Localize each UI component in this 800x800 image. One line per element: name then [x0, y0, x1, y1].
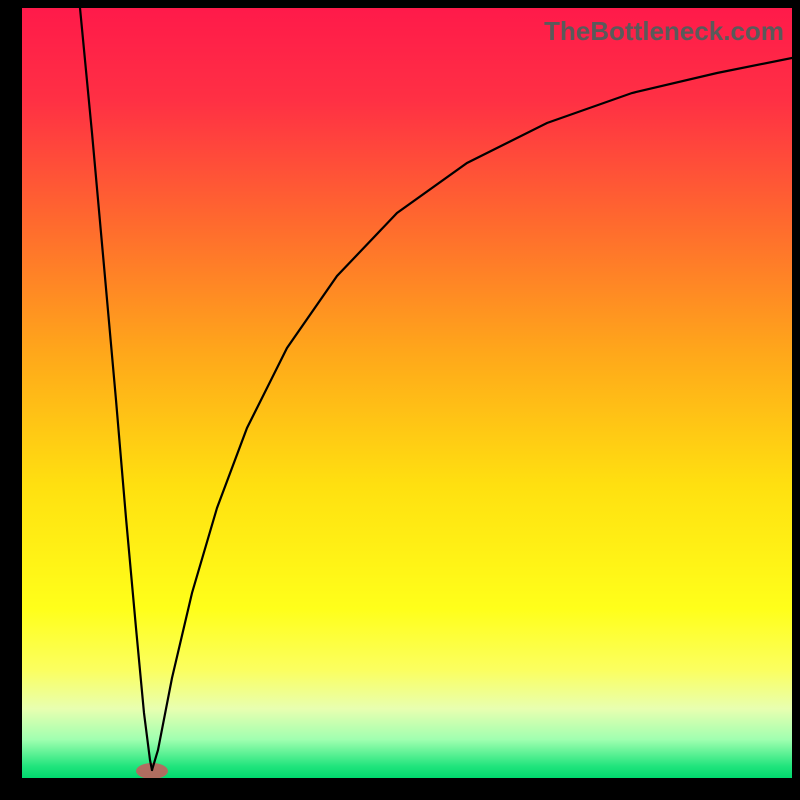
plot-area: TheBottleneck.com	[22, 8, 792, 778]
bottleneck-curve	[22, 8, 792, 778]
curve-right-branch	[152, 58, 792, 770]
watermark-text: TheBottleneck.com	[544, 16, 784, 47]
chart-outer-frame: TheBottleneck.com	[0, 0, 800, 800]
curve-left-branch	[80, 8, 152, 770]
